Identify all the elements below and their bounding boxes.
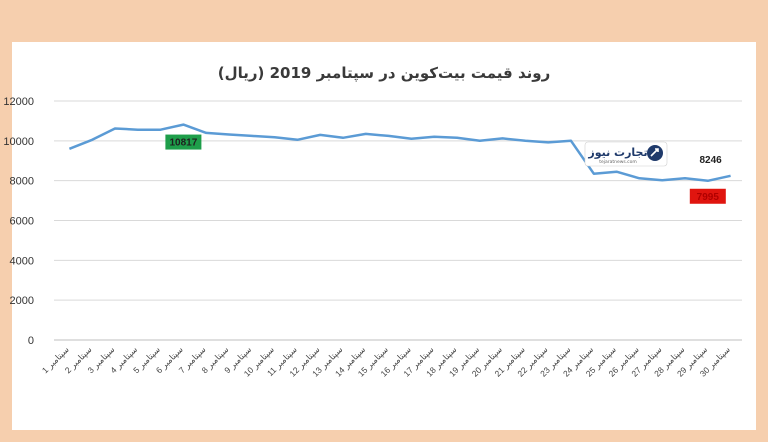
y-tick-label: 10000	[3, 136, 34, 148]
annotations: 10817 7995 8246	[165, 134, 729, 204]
y-tick-label: 6000	[10, 216, 34, 228]
logo-arrow-icon	[650, 148, 659, 157]
data-label: 8246	[699, 155, 722, 166]
data-label: 7995	[697, 192, 720, 203]
tejarat-news-logo: تجارت نیوز tejaratnews.com	[584, 141, 668, 167]
y-tick-label: 2000	[10, 295, 34, 307]
series-layer	[68, 123, 731, 183]
y-tick-label: 12000	[3, 96, 34, 108]
logo-url: tejaratnews.com	[599, 159, 637, 165]
chart-area	[12, 42, 756, 430]
data-label-box	[165, 134, 202, 150]
data-label-box	[692, 151, 729, 167]
chart-title: روند قیمت بیت‌کوین در سپتامبر 2019 (ریال…	[218, 64, 550, 83]
logo-box	[584, 141, 668, 167]
data-label: 10817	[169, 138, 197, 149]
y-tick-label: 0	[28, 335, 34, 347]
y-tick-label: 8000	[10, 176, 34, 188]
gridlines	[54, 100, 742, 341]
data-label-box	[689, 188, 726, 204]
logo-wordmark: تجارت نیوز	[587, 146, 647, 159]
y-tick-label: 4000	[10, 255, 34, 267]
y-axis-ticks: 12000 10000 8000 6000 4000 2000 0	[3, 96, 34, 347]
series-line	[68, 123, 731, 183]
